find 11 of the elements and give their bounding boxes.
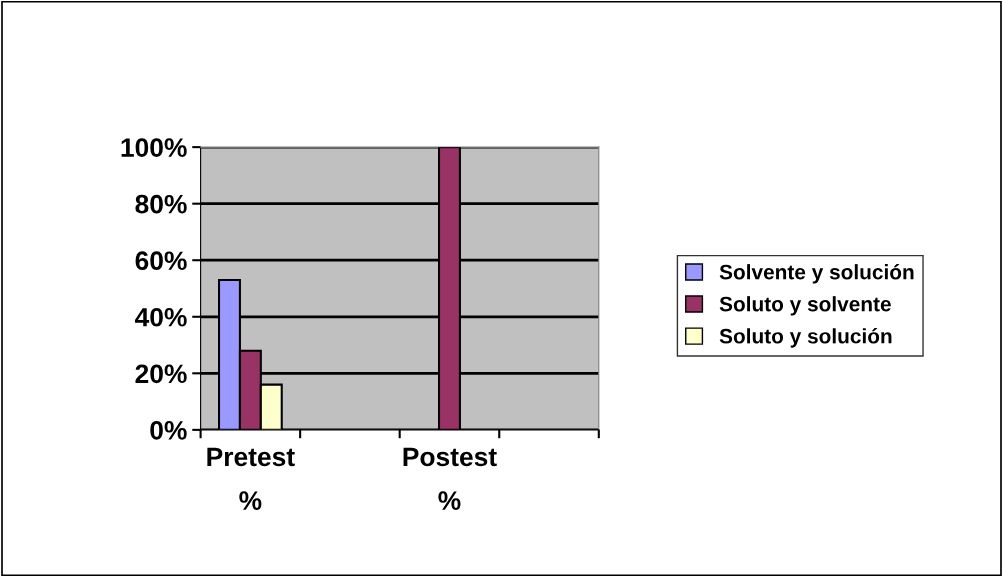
x-tick-label: Pretest % bbox=[207, 447, 295, 510]
y-tick-label: 60% bbox=[135, 251, 187, 271]
y-tick-label: 0% bbox=[150, 421, 187, 440]
y-tick-label: 20% bbox=[135, 364, 187, 384]
x-tick-label: Postest % bbox=[403, 447, 497, 510]
y-tick-label: 80% bbox=[135, 194, 187, 214]
legend-label: Soluto y solvente bbox=[719, 296, 891, 316]
legend-label: Soluto y solución bbox=[719, 328, 892, 348]
y-tick-label: 40% bbox=[134, 307, 187, 327]
legend-label: Solvente y solución bbox=[719, 263, 914, 284]
y-tick-label: 100% bbox=[121, 138, 187, 157]
